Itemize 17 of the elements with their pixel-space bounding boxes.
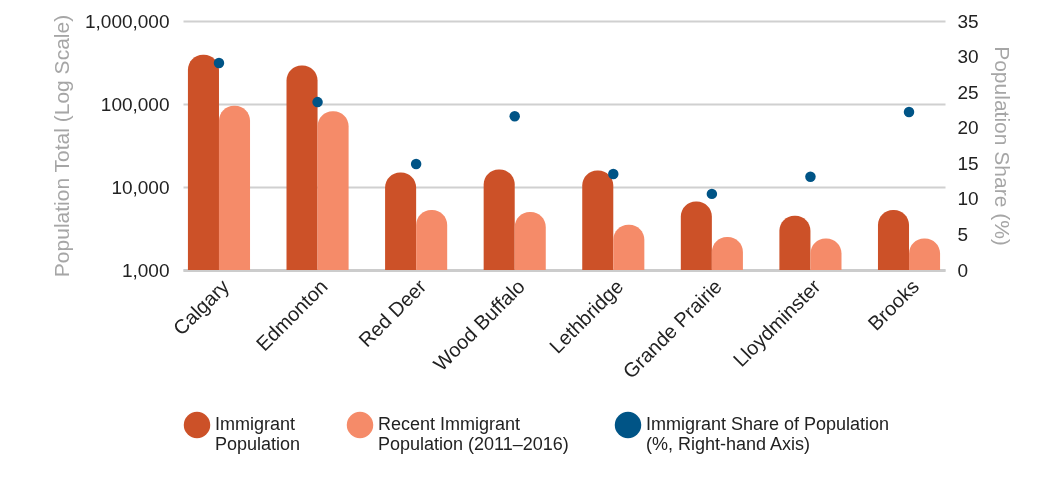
legend-label: Immigrant Population (215, 414, 301, 454)
y-tick-label: 100,000 (100, 93, 170, 115)
y2-tick-label: 5 (957, 223, 969, 245)
legend-label: Recent Immigrant Population (2011–2016) (378, 414, 569, 454)
y2-tick-label: 10 (957, 188, 979, 210)
legend-label: Immigrant Share of Population (%, Right-hand Axis) (646, 414, 890, 454)
y2-tick-label: 35 (957, 10, 979, 32)
y2-axis-title: Population Share (%) (990, 46, 1014, 246)
y-axis-title: Population Total (Log Scale) (49, 14, 73, 278)
y2-tick-label: 30 (957, 46, 979, 68)
y-tick-label: 1,000 (121, 259, 170, 281)
y-tick-label: 10,000 (111, 176, 170, 198)
y2-tick-label: 0 (957, 259, 969, 281)
y2-tick-label: 15 (957, 152, 979, 174)
y-tick-label: 1,000,000 (84, 10, 170, 32)
y2-tick-label: 20 (957, 117, 979, 139)
y2-tick-label: 25 (957, 81, 979, 103)
